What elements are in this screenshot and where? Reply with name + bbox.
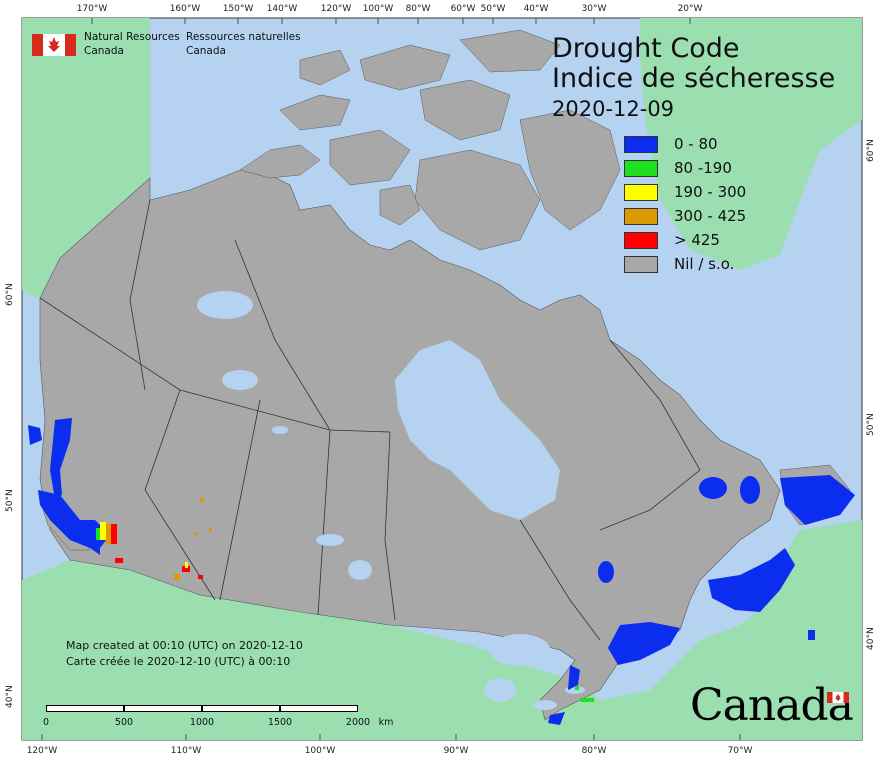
nrcan-french: Ressources naturelles Canada [186,30,301,58]
map-title: Drought Code Indice de sécheresse 2020-1… [552,34,835,124]
nrcan-french-line2: Canada [186,45,226,57]
scale-label: 1000 [189,717,215,728]
graticule-top-label: 40°W [523,4,549,14]
hudson-bay [395,340,560,520]
graticule-top-label: 30°W [581,4,607,14]
usa-landmass [22,520,862,740]
graticule-left-label: 60°N [5,283,15,306]
drought-low-east [548,475,855,725]
title-french: Indice de sécheresse [552,63,836,94]
canada-wordmark: Canada [690,680,854,731]
legend-label: 190 - 300 [674,183,747,201]
legend-label: 300 - 425 [674,207,747,225]
legend-swatch [624,160,658,177]
graticule-bottom-label: 110°W [170,746,202,756]
legend-label: 0 - 80 [674,135,718,153]
legend-label: 80 -190 [674,159,732,177]
graticule-top-label: 100°W [362,4,394,14]
nrcan-english-line1: Natural Resources [84,31,180,43]
scale-segment [202,705,280,712]
nrcan-french-line1: Ressources naturelles [186,31,301,43]
creation-note-french: Carte créée le 2020-12-10 (UTC) à 00:10 [66,655,291,668]
scale-label: 1500 [267,717,293,728]
graticule-top-label: 50°W [480,4,506,14]
graticule-top-label: 20°W [677,4,703,14]
legend-swatch [624,208,658,225]
arctic-archipelago [239,29,621,251]
legend-swatch [624,136,658,153]
graticule-ticks [41,18,741,740]
title-date: 2020-12-09 [552,97,675,121]
graticule-top-label: 120°W [320,4,352,14]
graticule-top-label: 170°W [76,4,108,14]
graticule-left-label: 50°N [5,489,15,512]
wordmark-flag-icon [827,692,849,703]
greenland-landmass [640,18,862,270]
title-english: Drought Code [552,33,740,64]
scale-label: 500 [114,717,134,728]
graticule-left-label: 40°N [5,685,15,708]
creation-note-english: Map created at 00:10 (UTC) on 2020-12-10 [66,639,303,652]
drought-high-bc [96,498,212,580]
scale-label: 0 [42,717,50,728]
graticule-bottom-label: 90°W [443,746,469,756]
scale-segment [280,705,358,712]
graticule-top-label: 160°W [169,4,201,14]
graticule-bottom-label: 100°W [304,746,336,756]
alaska-landmass [22,18,150,300]
graticule-top-label: 60°W [450,4,476,14]
legend-swatch [624,184,658,201]
scale-segment [46,705,124,712]
graticule-top-label: 150°W [222,4,254,14]
legend-label: > 425 [674,231,720,249]
graticule-top-label: 140°W [266,4,298,14]
graticule-right-label: 60°N [866,139,876,162]
graticule-bottom-label: 80°W [581,746,607,756]
province-borders [39,199,701,641]
map-creation-note: Map created at 00:10 (UTC) on 2020-12-10… [66,638,303,670]
wordmark-text: Canada [690,680,854,731]
drought-low-west [28,418,110,555]
canada-flag-icon [32,34,76,56]
drought-mid-east [575,686,594,702]
graticule-right-label: 40°N [866,627,876,650]
graticule-bottom-label: 70°W [727,746,753,756]
nrcan-english: Natural Resources Canada [84,30,180,58]
nrcan-english-line2: Canada [84,45,124,57]
legend-swatch [624,232,658,249]
graticule-top-label: 80°W [405,4,431,14]
scale-unit: km [378,717,394,728]
graticule-bottom-label: 120°W [26,746,58,756]
lakes [197,291,585,710]
scale-label: 2000 [345,717,371,728]
legend-swatch [624,256,658,273]
legend-label: Nil / s.o. [674,255,735,273]
graticule-right-label: 50°N [866,413,876,436]
scale-segment [124,705,202,712]
